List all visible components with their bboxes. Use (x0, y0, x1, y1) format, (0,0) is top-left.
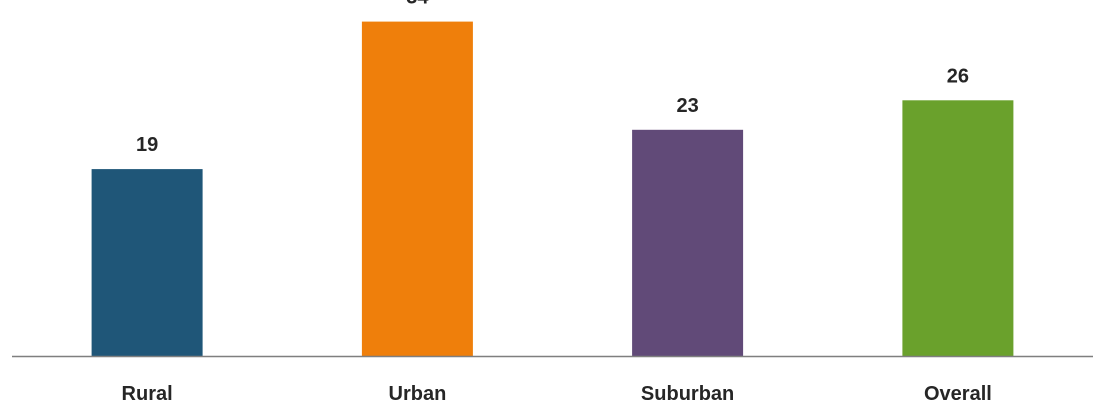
bar-suburban (632, 129, 744, 356)
value-label-rural: 19 (136, 134, 158, 156)
category-label-rural: Rural (122, 383, 173, 405)
bar-rural (91, 169, 203, 356)
bar-overall (902, 100, 1014, 356)
category-labels-group: Rural Urban Suburban Overall (122, 383, 992, 405)
category-label-overall: Overall (924, 383, 992, 405)
value-label-overall: 26 (947, 65, 969, 87)
bar-urban (361, 21, 473, 356)
category-label-suburban: Suburban (641, 383, 734, 405)
category-label-urban: Urban (389, 383, 447, 405)
value-labels-group: 19 34 23 26 (136, 0, 969, 156)
bars-group (91, 21, 1014, 356)
value-label-suburban: 23 (676, 95, 698, 117)
value-label-urban: 34 (406, 0, 429, 9)
